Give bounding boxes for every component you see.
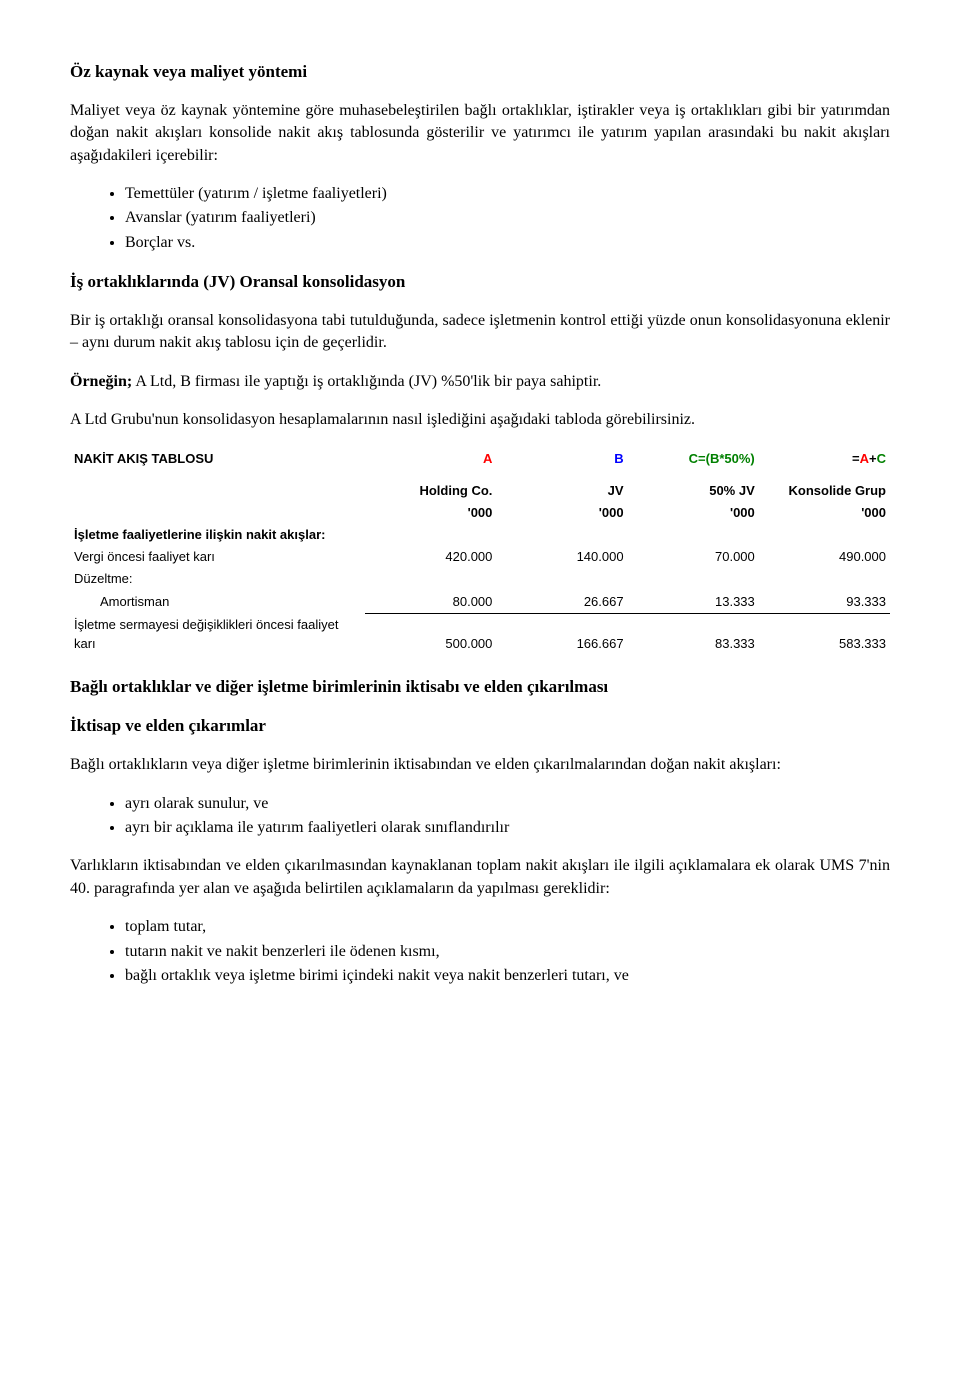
- list-item: Temettüler (yatırım / işletme faaliyetle…: [125, 183, 890, 205]
- ornek-text: A Ltd, B firması ile yaptığı iş ortaklığ…: [132, 373, 601, 390]
- list-item: Avanslar (yatırım faaliyetleri): [125, 207, 890, 229]
- table-header-row-1: Holding Co. JV 50% JV Konsolide Grup: [70, 480, 890, 502]
- list-item: tutarın nakit ve nakit benzerleri ile öd…: [125, 941, 890, 963]
- row-label: İşletme sermayesi değişiklikleri öncesi …: [70, 614, 365, 654]
- cell: 140.000: [496, 546, 627, 568]
- table-title-cell: NAKİT AKIŞ TABLOSU: [70, 448, 365, 470]
- ornek-label: Örneğin;: [70, 373, 132, 390]
- table-row: İşletme sermayesi değişiklikleri öncesi …: [70, 614, 890, 654]
- heading-oz-kaynak: Öz kaynak veya maliyet yöntemi: [70, 60, 890, 84]
- list-item: Borçlar vs.: [125, 232, 890, 254]
- list-item: bağlı ortaklık veya işletme birimi içind…: [125, 965, 890, 987]
- paragraph-bagli-2: Varlıkların iktisabından ve elden çıkarı…: [70, 855, 890, 900]
- heading-jv: İş ortaklıklarında (JV) Oransal konsolid…: [70, 270, 890, 294]
- col-formula-D-A: A: [860, 451, 869, 466]
- col-formula-B: B: [496, 448, 627, 470]
- table-spacer-row: [70, 470, 890, 480]
- paragraph-jv-3: A Ltd Grubu'nun konsolidasyon hesaplamal…: [70, 409, 890, 431]
- paragraph-jv-1: Bir iş ortaklığı oransal konsolidasyona …: [70, 310, 890, 355]
- paragraph-bagli-1: Bağlı ortaklıkların veya diğer işletme b…: [70, 754, 890, 776]
- col-head-holding: Holding Co.: [365, 480, 496, 502]
- section-label: İşletme faaliyetlerine ilişkin nakit akı…: [70, 524, 365, 546]
- col-head-50jv: 50% JV: [628, 480, 759, 502]
- table-row: Düzeltme:: [70, 568, 890, 590]
- cashflow-table-wrap: NAKİT AKIŞ TABLOSU A B C=(B*50%) =A+C Ho…: [70, 448, 890, 655]
- col-unit: '000: [496, 502, 627, 524]
- list-item: ayrı bir açıklama ile yatırım faaliyetle…: [125, 817, 890, 839]
- col-formula-D: =A+C: [759, 448, 890, 470]
- heading-iktisap: İktisap ve elden çıkarımlar: [70, 714, 890, 738]
- heading-bagli: Bağlı ortaklıklar ve diğer işletme birim…: [70, 675, 890, 699]
- cell: 166.667: [496, 614, 627, 654]
- row-label-adjustment: Düzeltme:: [70, 568, 365, 590]
- cell: 13.333: [628, 591, 759, 614]
- cashflow-table: NAKİT AKIŞ TABLOSU A B C=(B*50%) =A+C Ho…: [70, 448, 890, 655]
- list-bagli-1: ayrı olarak sunulur, ve ayrı bir açıklam…: [70, 793, 890, 840]
- col-head-grup: Konsolide Grup: [759, 480, 890, 502]
- table-formula-row: NAKİT AKIŞ TABLOSU A B C=(B*50%) =A+C: [70, 448, 890, 470]
- paragraph-jv-2: Örneğin; A Ltd, B firması ile yaptığı iş…: [70, 371, 890, 393]
- cell: 70.000: [628, 546, 759, 568]
- cell: 420.000: [365, 546, 496, 568]
- col-unit: '000: [628, 502, 759, 524]
- cell: 93.333: [759, 591, 890, 614]
- col-unit: '000: [759, 502, 890, 524]
- cell: 490.000: [759, 546, 890, 568]
- paragraph-oz-1: Maliyet veya öz kaynak yöntemine göre mu…: [70, 100, 890, 167]
- row-label: Amortisman: [70, 591, 365, 614]
- cell: 80.000: [365, 591, 496, 614]
- table-header-row-2: '000 '000 '000 '000: [70, 502, 890, 524]
- col-formula-A: A: [365, 448, 496, 470]
- table-row: Amortisman 80.000 26.667 13.333 93.333: [70, 591, 890, 614]
- cell: 500.000: [365, 614, 496, 654]
- cell: 583.333: [759, 614, 890, 654]
- col-formula-D-C: C: [877, 451, 886, 466]
- col-formula-C: C=(B*50%): [628, 448, 759, 470]
- cell: 83.333: [628, 614, 759, 654]
- list-bagli-2: toplam tutar, tutarın nakit ve nakit ben…: [70, 916, 890, 987]
- list-oz: Temettüler (yatırım / işletme faaliyetle…: [70, 183, 890, 254]
- row-label: Vergi öncesi faaliyet karı: [70, 546, 365, 568]
- list-item: ayrı olarak sunulur, ve: [125, 793, 890, 815]
- cell: 26.667: [496, 591, 627, 614]
- col-unit: '000: [365, 502, 496, 524]
- col-head-jv: JV: [496, 480, 627, 502]
- table-section-row: İşletme faaliyetlerine ilişkin nakit akı…: [70, 524, 890, 546]
- table-row: Vergi öncesi faaliyet karı 420.000 140.0…: [70, 546, 890, 568]
- list-item: toplam tutar,: [125, 916, 890, 938]
